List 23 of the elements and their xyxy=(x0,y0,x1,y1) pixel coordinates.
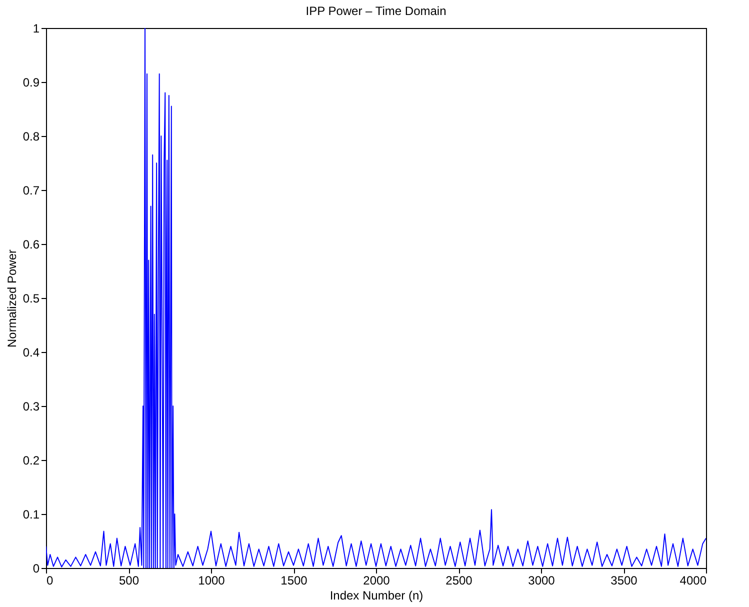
y-tick-label: 0.9 xyxy=(22,76,40,90)
x-axis-title: Index Number (n) xyxy=(330,588,424,602)
x-tick-label: 1000 xyxy=(198,574,226,588)
x-tick-label: 3000 xyxy=(528,574,556,588)
x-tick-label: 4000 xyxy=(680,574,707,588)
x-tick-label: 0 xyxy=(46,574,54,588)
x-tick-label: 2000 xyxy=(363,574,390,588)
y-tick-label: 0.1 xyxy=(22,508,40,522)
y-tick-label: 0.4 xyxy=(22,346,40,360)
y-tick-label: 0.6 xyxy=(22,238,40,252)
y-axis-title: Normalized Power xyxy=(4,249,19,348)
y-tick-label: 0.7 xyxy=(22,184,40,198)
y-tick-label: 0.5 xyxy=(22,292,40,306)
x-tick-label: 2500 xyxy=(446,574,473,588)
x-tick-label: 500 xyxy=(118,574,140,588)
x-tick-label: 1500 xyxy=(280,574,308,588)
y-tick-label: 0.3 xyxy=(22,400,40,414)
x-tick-label: 3500 xyxy=(610,574,638,588)
y-tick-label: 0 xyxy=(32,562,40,576)
y-tick-label: 1 xyxy=(32,22,40,36)
y-tick-label: 0.8 xyxy=(22,130,40,144)
y-tick-label: 0.2 xyxy=(22,454,40,468)
chart-title: IPP Power – Time Domain xyxy=(306,4,446,18)
